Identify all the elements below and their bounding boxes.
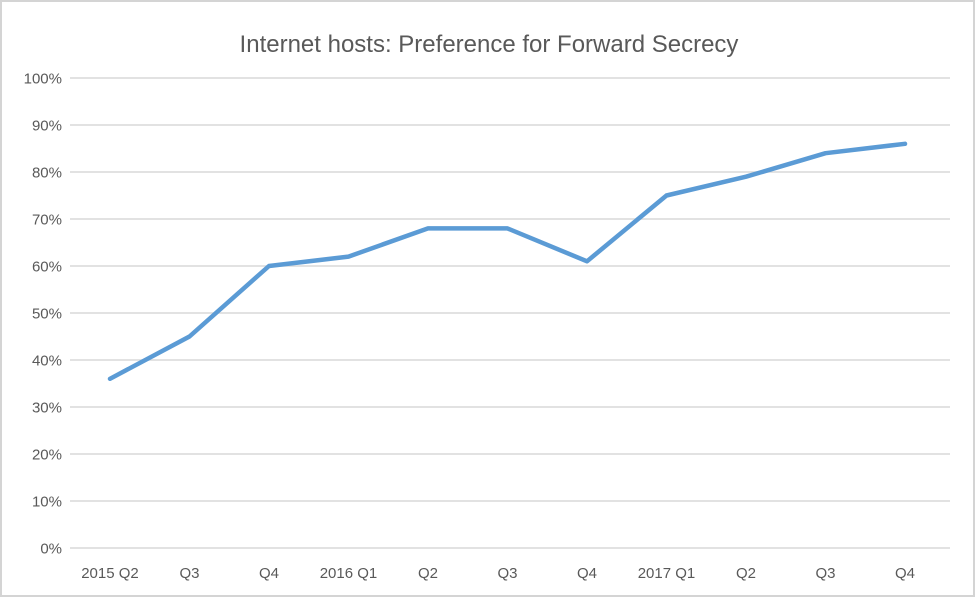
y-tick-label: 30% bbox=[32, 400, 62, 417]
x-tick-label: Q4 bbox=[895, 565, 915, 582]
x-tick-label: Q3 bbox=[815, 565, 835, 582]
x-tick-label: Q3 bbox=[179, 565, 199, 582]
y-tick-label: 70% bbox=[32, 212, 62, 229]
y-tick-label: 20% bbox=[32, 447, 62, 464]
x-tick-label: 2017 Q1 bbox=[638, 565, 696, 582]
y-tick-label: 40% bbox=[32, 353, 62, 370]
x-tick-label: 2015 Q2 bbox=[81, 565, 139, 582]
chart-title: Internet hosts: Preference for Forward S… bbox=[240, 31, 739, 58]
y-tick-label: 50% bbox=[32, 306, 62, 323]
x-tick-label: Q4 bbox=[577, 565, 597, 582]
y-tick-label: 0% bbox=[40, 541, 62, 558]
x-tick-label: 2016 Q1 bbox=[320, 565, 378, 582]
x-axis-labels: 2015 Q2 Q3 Q4 2016 Q1 Q2 Q3 Q4 2017 Q1 Q2 Q3 Q4 bbox=[81, 565, 915, 582]
x-tick-label: Q3 bbox=[497, 565, 517, 582]
x-tick-label: Q2 bbox=[418, 565, 438, 582]
gridlines bbox=[70, 77, 950, 549]
x-tick-label: Q4 bbox=[259, 565, 279, 582]
y-tick-label: 80% bbox=[32, 165, 62, 182]
x-tick-label: Q2 bbox=[736, 565, 756, 582]
y-tick-label: 60% bbox=[32, 259, 62, 276]
data-series-line bbox=[107, 141, 908, 382]
y-axis-labels: 0% 10% 20% 30% 40% 50% 60% 70% 80% 90% 100% bbox=[24, 71, 62, 558]
y-tick-label: 90% bbox=[32, 118, 62, 135]
y-tick-label: 100% bbox=[24, 71, 62, 88]
y-tick-label: 10% bbox=[32, 494, 62, 511]
